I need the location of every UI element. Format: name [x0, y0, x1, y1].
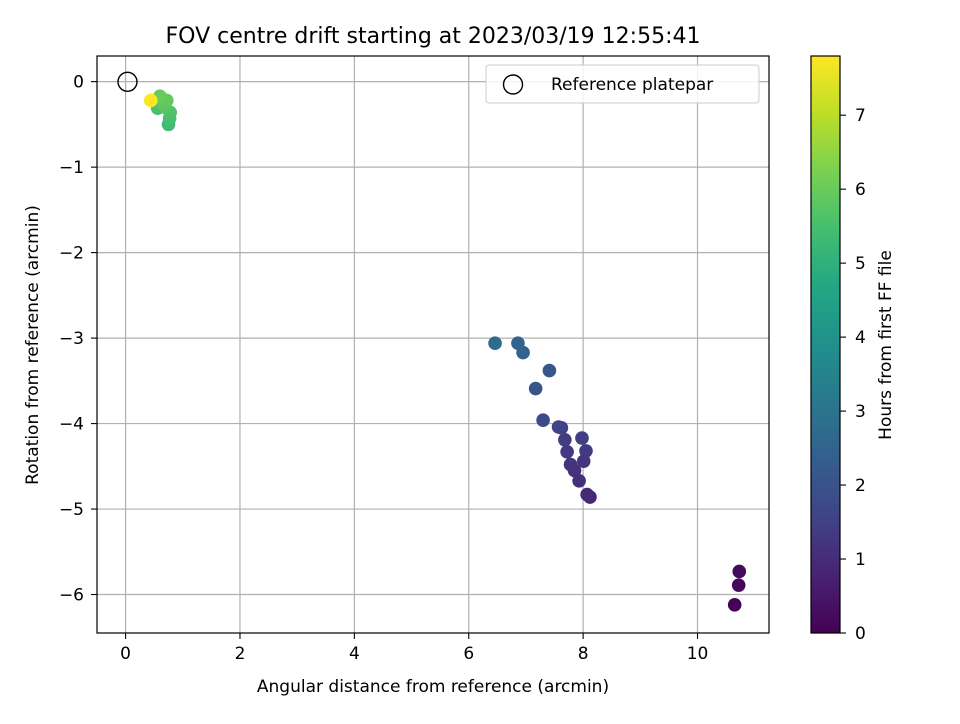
data-point	[563, 457, 578, 472]
x-tick-label: 8	[578, 644, 589, 664]
colorbar-tick-label: 0	[855, 624, 866, 644]
plot-frame	[96, 55, 770, 634]
legend-label: Reference platepar	[551, 75, 713, 95]
data-point	[488, 336, 502, 351]
x-axis-ticks: 0 2 4 6 8 10	[120, 633, 708, 664]
x-tick-label: 10	[687, 644, 709, 664]
y-axis-label: Rotation from reference (arcmin)	[23, 205, 43, 485]
legend: Reference platepar	[485, 64, 760, 104]
colorbar-tick-label: 4	[855, 328, 866, 348]
y-axis-ticks: 0 −1 −2 −3 −4 −5 −6	[59, 73, 97, 606]
data-point	[575, 431, 589, 445]
reference-platepar-marker	[117, 71, 138, 93]
chart-title: FOV centre drift starting at 2023/03/19 …	[166, 24, 701, 49]
colorbar-tick-label: 6	[855, 180, 866, 200]
x-axis-label: Angular distance from reference (arcmin)	[257, 677, 609, 697]
data-point	[731, 578, 746, 592]
colorbar-tick-label: 1	[855, 550, 866, 570]
x-tick-label: 2	[235, 644, 246, 664]
y-tick-label: −6	[59, 586, 84, 606]
y-tick-label: −3	[59, 329, 84, 349]
y-tick-label: −1	[59, 158, 84, 178]
y-tick-label: −2	[59, 244, 84, 264]
colorbar: 0 1 2 3 4 5 6 7 Hours from first FF file	[810, 55, 896, 644]
legend-marker	[502, 74, 524, 95]
colorbar-ticks: 0 1 2 3 4 5 6 7	[840, 106, 866, 644]
y-tick-label: 0	[73, 73, 84, 93]
data-point	[579, 444, 593, 458]
data-point	[551, 420, 566, 434]
grid-lines	[97, 56, 769, 633]
data-point	[542, 363, 557, 378]
x-tick-label: 4	[349, 644, 360, 664]
y-tick-label: −4	[59, 415, 84, 435]
data-point	[560, 444, 574, 459]
data-point	[511, 336, 525, 351]
y-tick-label: −5	[59, 500, 84, 520]
data-points	[143, 89, 747, 612]
colorbar-tick-label: 2	[855, 476, 866, 496]
colorbar-tick-label: 3	[855, 402, 866, 422]
colorbar-tick-label: 5	[855, 254, 866, 274]
colorbar-tick-label: 7	[855, 106, 866, 126]
data-point	[536, 413, 550, 427]
data-point	[732, 564, 747, 579]
data-point	[580, 487, 594, 502]
x-tick-label: 6	[463, 644, 474, 664]
data-point	[572, 474, 586, 488]
data-point	[143, 93, 158, 108]
colorbar-label: Hours from first FF file	[876, 250, 896, 440]
data-point	[727, 597, 742, 612]
legend-box	[485, 64, 760, 104]
data-point	[576, 454, 591, 468]
data-point	[558, 433, 572, 447]
data-point	[528, 381, 543, 396]
colorbar-gradient	[811, 56, 840, 633]
colorbar-frame	[810, 55, 841, 634]
x-tick-label: 0	[120, 644, 131, 664]
